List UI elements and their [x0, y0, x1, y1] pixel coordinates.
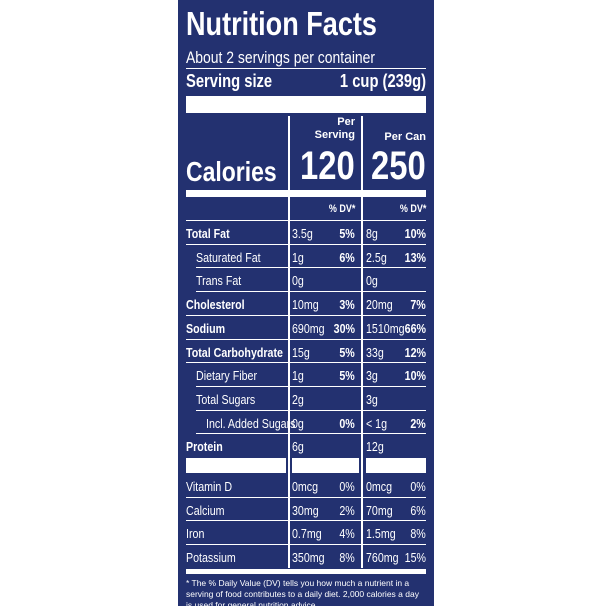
nutrient-dv: 5%: [339, 368, 355, 384]
footnote: * The % Daily Value (DV) tells you how m…: [186, 577, 419, 610]
vitamin-amount: 0.7mg: [292, 526, 322, 542]
nutrient-amount: 3.5g: [292, 226, 313, 241]
rule: [186, 544, 426, 546]
nutrient-name: Saturated Fat: [196, 249, 261, 265]
nutrient-dv: 3%: [339, 297, 355, 313]
nutrient-dv: 0%: [339, 415, 355, 431]
rule: [186, 520, 426, 522]
vitamin-amount: 30mg: [292, 502, 319, 518]
nutrient-amount: < 1g: [366, 415, 388, 431]
vitamin-dv: 4%: [339, 526, 355, 542]
calories-value: 250: [371, 144, 426, 188]
nutrient-dv: 10%: [404, 368, 426, 384]
rule: [196, 409, 426, 411]
nutrient-amount: 20mg: [366, 297, 393, 313]
rule: [186, 458, 286, 473]
nutrient-amount: 2.5g: [366, 249, 387, 265]
rule: [196, 291, 426, 293]
nutrient-amount: 1g: [292, 249, 304, 265]
nutrient-amount: 3g: [366, 368, 378, 384]
nutrient-dv: 13%: [404, 249, 426, 265]
rule: [186, 362, 426, 364]
nutrient-amount: 0g: [366, 273, 378, 289]
nutrient-name: Sodium: [186, 320, 226, 336]
vitamin-amount: 760mg: [366, 550, 399, 566]
vitamin-name: Calcium: [186, 502, 225, 518]
nutrient-amount: 690mg: [292, 320, 325, 336]
nutrient-dv: 5%: [339, 226, 355, 241]
nutrient-amount: 0g: [292, 415, 304, 431]
nutrient-name: Total Fat: [186, 226, 230, 241]
column-header: Per Can: [384, 131, 426, 143]
rule: [196, 267, 426, 269]
nutrient-amount: 0g: [292, 273, 304, 289]
vitamin-dv: 0%: [339, 479, 355, 494]
rule: [196, 433, 426, 435]
rule: [186, 68, 426, 69]
vitamin-name: Iron: [186, 526, 205, 542]
nutrient-amount: 33g: [366, 344, 384, 360]
rule: [186, 220, 426, 221]
vitamin-dv: 2%: [339, 502, 355, 518]
serving-size-value: 1 cup (239g): [339, 71, 426, 91]
calories-label: Calories: [186, 156, 277, 187]
nutrient-name: Dietary Fiber: [196, 368, 258, 384]
dv-header: % DV*: [399, 203, 426, 215]
rule: [186, 496, 426, 498]
rule: [366, 458, 426, 473]
vitamin-amount: 1.5mg: [366, 526, 396, 542]
nutrient-dv: 66%: [404, 320, 426, 336]
servings: About 2 servings per container: [186, 48, 376, 67]
vitamin-name: Vitamin D: [186, 479, 233, 494]
vitamin-amount: 70mg: [366, 502, 393, 518]
rule: [186, 96, 426, 113]
nutrient-amount: 12g: [366, 439, 384, 455]
calories-value: 120: [300, 144, 355, 188]
nutrient-name: Cholesterol: [186, 297, 245, 313]
nutrient-dv: 7%: [410, 297, 426, 313]
nutrient-amount: 1510mg: [366, 320, 405, 336]
nutrient-amount: 1g: [292, 368, 304, 384]
rule: [186, 190, 426, 197]
rule: [186, 243, 426, 245]
nutrient-dv: 6%: [339, 249, 355, 265]
nutrient-name: Incl. Added Sugars: [206, 415, 296, 431]
vitamin-dv: 15%: [404, 550, 426, 566]
nutrient-dv: 30%: [333, 320, 355, 336]
nutrient-amount: 2g: [292, 391, 304, 407]
nutrient-amount: 6g: [292, 439, 304, 455]
rule: [186, 568, 426, 574]
vitamin-dv: 6%: [410, 502, 426, 518]
vitamin-amount: 0mcg: [366, 479, 393, 494]
rule: [186, 338, 426, 340]
column-header: Per Serving: [314, 116, 355, 141]
rule: [196, 385, 426, 387]
nutrient-name: Trans Fat: [196, 273, 242, 289]
nutrient-amount: 15g: [292, 344, 310, 360]
nutrient-dv: 5%: [339, 344, 355, 360]
title: Nutrition Facts: [186, 5, 377, 42]
rule: [292, 458, 359, 473]
vitamin-amount: 0mcg: [292, 479, 319, 494]
nutrient-name: Total Sugars: [196, 391, 256, 407]
nutrient-amount: 10mg: [292, 297, 319, 313]
nutrient-name: Protein: [186, 439, 223, 455]
nutrient-dv: 2%: [410, 415, 426, 431]
rule: [186, 314, 426, 316]
vitamin-amount: 350mg: [292, 550, 325, 566]
nutrient-name: Total Carbohydrate: [186, 344, 283, 360]
rule: [288, 116, 290, 568]
nutrient-amount: 3g: [366, 391, 378, 407]
vitamin-name: Potassium: [186, 550, 236, 566]
vitamin-dv: 0%: [410, 479, 426, 494]
vitamin-dv: 8%: [410, 526, 426, 542]
dv-header: % DV*: [328, 203, 355, 215]
nutrient-amount: 8g: [366, 226, 378, 241]
nutrient-dv: 10%: [404, 226, 426, 241]
serving-size-label: Serving size: [186, 71, 273, 91]
vitamin-dv: 8%: [339, 550, 355, 566]
nutrient-dv: 12%: [404, 344, 426, 360]
rule: [361, 116, 363, 568]
